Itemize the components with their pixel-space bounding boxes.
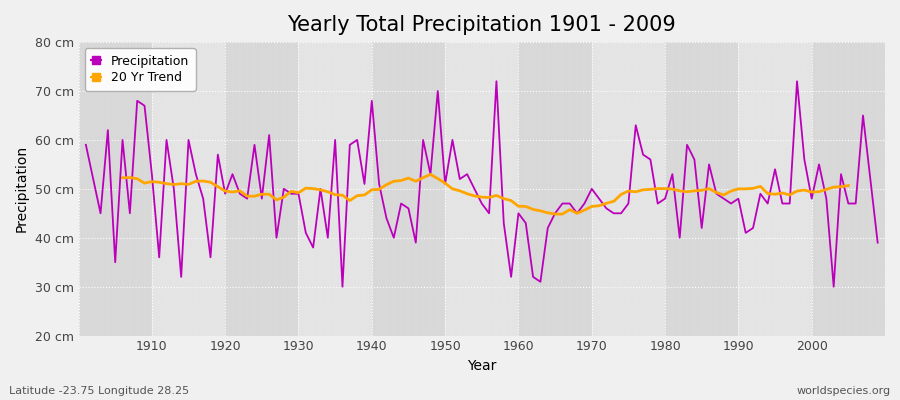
Text: Latitude -23.75 Longitude 28.25: Latitude -23.75 Longitude 28.25 [9,386,189,396]
Bar [446,42,518,336]
Text: worldspecies.org: worldspecies.org [796,386,891,396]
Legend: Precipitation, 20 Yr Trend: Precipitation, 20 Yr Trend [85,48,195,91]
Bar [152,42,225,336]
Bar [299,42,372,336]
Bar [665,42,738,336]
Bar [885,42,900,336]
Bar [78,42,152,336]
Bar [812,42,885,336]
Bar [225,42,299,336]
Bar [591,42,665,336]
Bar [738,42,812,336]
Y-axis label: Precipitation: Precipitation [15,145,29,232]
Bar [518,42,591,336]
Bar [372,42,446,336]
Title: Yearly Total Precipitation 1901 - 2009: Yearly Total Precipitation 1901 - 2009 [287,15,676,35]
X-axis label: Year: Year [467,359,497,373]
